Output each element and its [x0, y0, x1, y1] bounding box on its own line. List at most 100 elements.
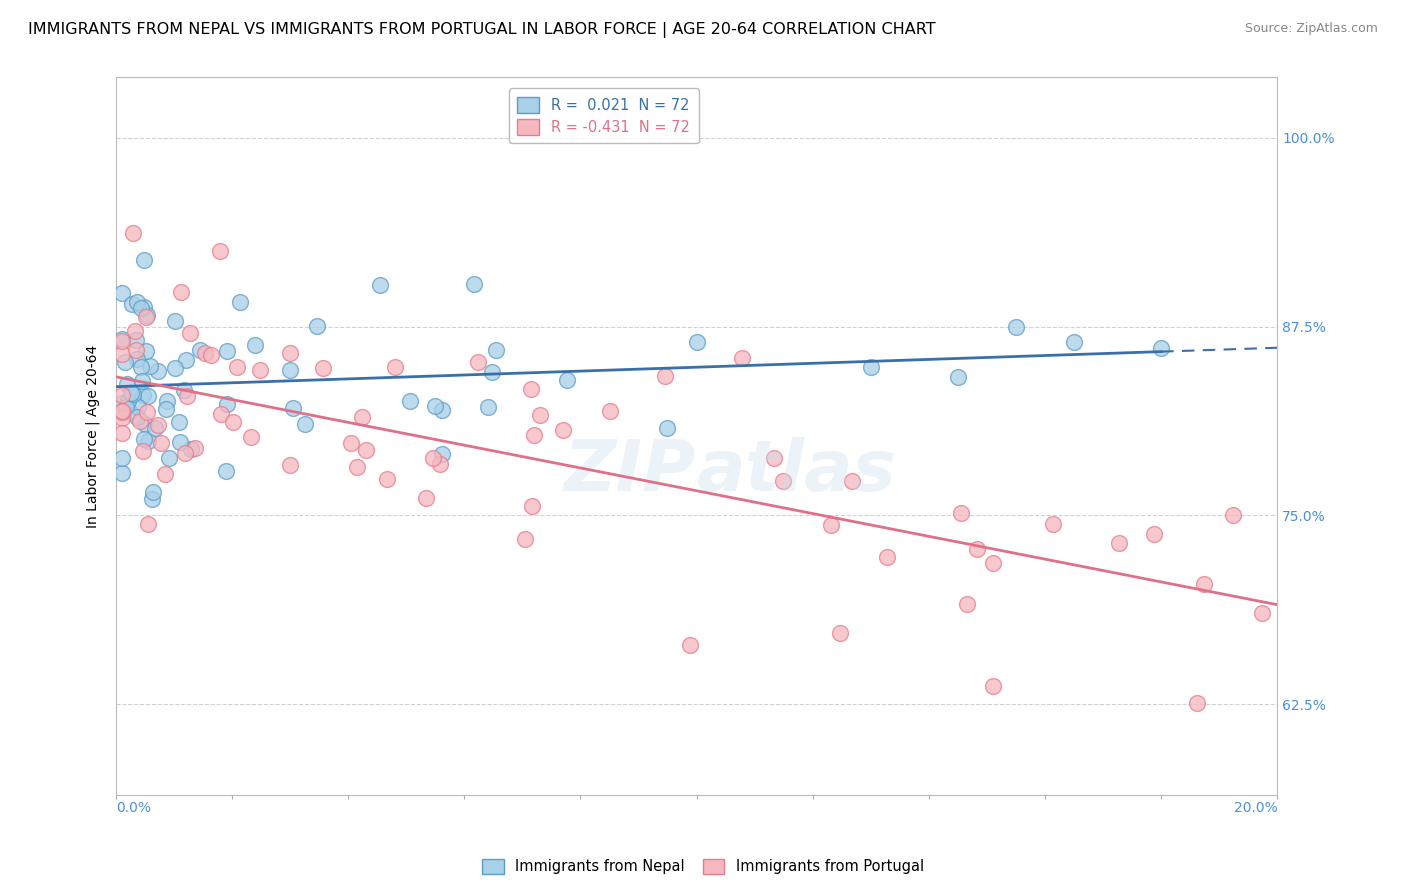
- Point: [208, 244, 231, 258]
- Point: [135, 310, 157, 325]
- Point: [772, 474, 794, 488]
- Point: [143, 421, 166, 435]
- Point: [110, 411, 132, 425]
- Point: [173, 383, 195, 397]
- Point: [1192, 577, 1215, 591]
- Point: [120, 405, 142, 419]
- Text: 20.0%: 20.0%: [1233, 801, 1277, 814]
- Point: [599, 403, 621, 417]
- Legend: R =  0.021  N = 72, R = -0.431  N = 72: R = 0.021 N = 72, R = -0.431 N = 72: [509, 88, 699, 144]
- Point: [520, 382, 543, 396]
- Point: [120, 386, 142, 401]
- Point: [956, 598, 979, 612]
- Point: [110, 405, 132, 419]
- Point: [110, 388, 132, 402]
- Point: [174, 446, 197, 460]
- Point: [384, 360, 406, 375]
- Point: [135, 405, 157, 419]
- Point: [1222, 508, 1244, 523]
- Point: [731, 351, 754, 366]
- Point: [229, 294, 252, 309]
- Point: [114, 355, 136, 369]
- Point: [110, 395, 132, 409]
- Point: [312, 361, 335, 376]
- Point: [1143, 526, 1166, 541]
- Point: [217, 397, 239, 411]
- Point: [110, 466, 132, 480]
- Point: [467, 354, 489, 368]
- Point: [110, 285, 132, 300]
- Point: [155, 467, 177, 481]
- Point: [110, 404, 132, 418]
- Point: [240, 430, 263, 444]
- Point: [180, 442, 202, 457]
- Point: [155, 402, 177, 417]
- Point: [820, 518, 842, 533]
- Point: [763, 450, 786, 465]
- Point: [115, 376, 138, 391]
- Point: [176, 388, 198, 402]
- Point: [859, 360, 882, 375]
- Point: [146, 417, 169, 432]
- Text: IMMIGRANTS FROM NEPAL VS IMMIGRANTS FROM PORTUGAL IN LABOR FORCE | AGE 20-64 COR: IMMIGRANTS FROM NEPAL VS IMMIGRANTS FROM…: [28, 22, 936, 38]
- Point: [142, 484, 165, 499]
- Point: [463, 277, 485, 292]
- Point: [481, 365, 503, 379]
- Point: [946, 370, 969, 384]
- Point: [174, 353, 197, 368]
- Point: [281, 401, 304, 415]
- Point: [876, 550, 898, 565]
- Point: [136, 517, 159, 532]
- Text: Source: ZipAtlas.com: Source: ZipAtlas.com: [1244, 22, 1378, 36]
- Text: ZIP: ZIP: [564, 437, 696, 507]
- Point: [110, 334, 132, 348]
- Point: [226, 359, 249, 374]
- Point: [200, 348, 222, 362]
- Point: [278, 458, 301, 472]
- Point: [430, 403, 453, 417]
- Point: [110, 451, 132, 466]
- Point: [165, 314, 187, 328]
- Point: [170, 285, 193, 300]
- Point: [368, 277, 391, 292]
- Point: [156, 393, 179, 408]
- Point: [129, 413, 152, 427]
- Point: [1063, 335, 1085, 350]
- Point: [134, 433, 156, 447]
- Point: [280, 362, 302, 376]
- Point: [377, 472, 399, 486]
- Point: [981, 679, 1004, 693]
- Point: [141, 492, 163, 507]
- Point: [305, 318, 328, 333]
- Point: [127, 401, 149, 415]
- Point: [136, 309, 159, 323]
- Point: [129, 301, 152, 315]
- Y-axis label: In Labor Force | Age 20-64: In Labor Force | Age 20-64: [86, 344, 100, 528]
- Point: [125, 343, 148, 357]
- Point: [294, 417, 316, 431]
- Point: [127, 410, 149, 425]
- Point: [1108, 536, 1130, 550]
- Point: [125, 351, 148, 366]
- Point: [1185, 696, 1208, 710]
- Point: [557, 373, 579, 387]
- Point: [243, 338, 266, 352]
- Point: [131, 388, 153, 402]
- Point: [415, 491, 437, 505]
- Point: [356, 442, 378, 457]
- Point: [399, 393, 422, 408]
- Point: [194, 346, 217, 360]
- Point: [657, 420, 679, 434]
- Point: [429, 457, 451, 471]
- Point: [432, 447, 454, 461]
- Point: [127, 295, 149, 310]
- Point: [1251, 606, 1274, 620]
- Point: [529, 408, 551, 422]
- Point: [966, 542, 988, 557]
- Point: [136, 388, 159, 402]
- Point: [685, 334, 707, 349]
- Point: [513, 532, 536, 546]
- Point: [828, 626, 851, 640]
- Text: atlas: atlas: [696, 437, 896, 507]
- Point: [346, 460, 368, 475]
